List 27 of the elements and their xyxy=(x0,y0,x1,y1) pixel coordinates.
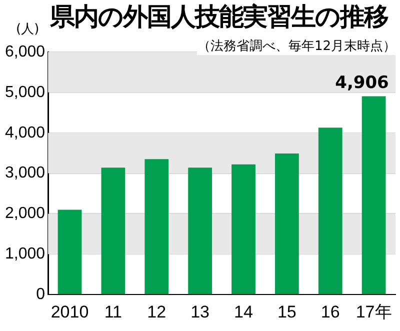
bar xyxy=(318,128,342,294)
bar xyxy=(362,96,386,294)
bar xyxy=(188,168,212,294)
y-tick-label: 0 xyxy=(36,286,46,304)
bar xyxy=(101,168,126,294)
x-tick-label: 2010 xyxy=(50,302,89,322)
y-tick-label: 5,000 xyxy=(4,84,46,101)
x-tick-label: 12 xyxy=(147,302,166,322)
bar xyxy=(274,153,299,294)
chart-title: 県内の外国人技能実習生の推移 xyxy=(50,1,388,33)
x-tick-label: 17年 xyxy=(356,302,392,322)
x-tick-label: 11 xyxy=(104,302,122,322)
y-tick-label: 2,000 xyxy=(4,205,46,222)
bar xyxy=(144,159,169,294)
x-tick-label: 14 xyxy=(234,302,253,322)
y-tick-label: 6,000 xyxy=(4,43,46,60)
y-tick-label: 4,000 xyxy=(4,124,46,142)
chart-subtitle: （法務省調べ、毎年12月末時点） xyxy=(197,37,396,55)
y-tick-label: 3,000 xyxy=(4,164,46,182)
x-tick-label: 13 xyxy=(190,302,210,322)
y-tick-label: 1,000 xyxy=(4,246,46,263)
y-axis-title: (人) xyxy=(16,21,40,38)
x-tick-label: 15 xyxy=(277,302,296,322)
bar xyxy=(58,210,82,294)
bar xyxy=(232,164,256,294)
x-tick-label: 16 xyxy=(320,302,340,322)
data-label: 4,906 xyxy=(335,73,389,94)
